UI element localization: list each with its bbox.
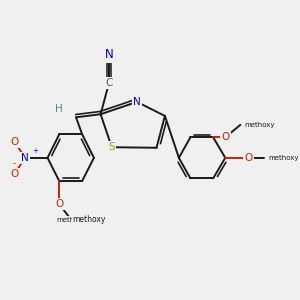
Text: O: O — [11, 137, 19, 147]
Text: S: S — [109, 142, 115, 152]
Text: O: O — [55, 199, 63, 209]
Text: N: N — [21, 153, 29, 163]
Text: H: H — [55, 104, 63, 115]
Text: -: - — [12, 159, 15, 168]
Text: +: + — [32, 148, 38, 154]
Text: O: O — [244, 153, 253, 163]
Text: O: O — [221, 132, 230, 142]
Text: O: O — [11, 169, 19, 179]
Text: methoxy: methoxy — [56, 217, 86, 223]
Text: methoxy: methoxy — [73, 215, 106, 224]
Text: N: N — [133, 97, 141, 107]
Text: N: N — [105, 49, 113, 62]
Text: C: C — [105, 78, 113, 88]
Text: methoxy: methoxy — [268, 155, 299, 161]
Text: methoxy: methoxy — [244, 122, 275, 128]
